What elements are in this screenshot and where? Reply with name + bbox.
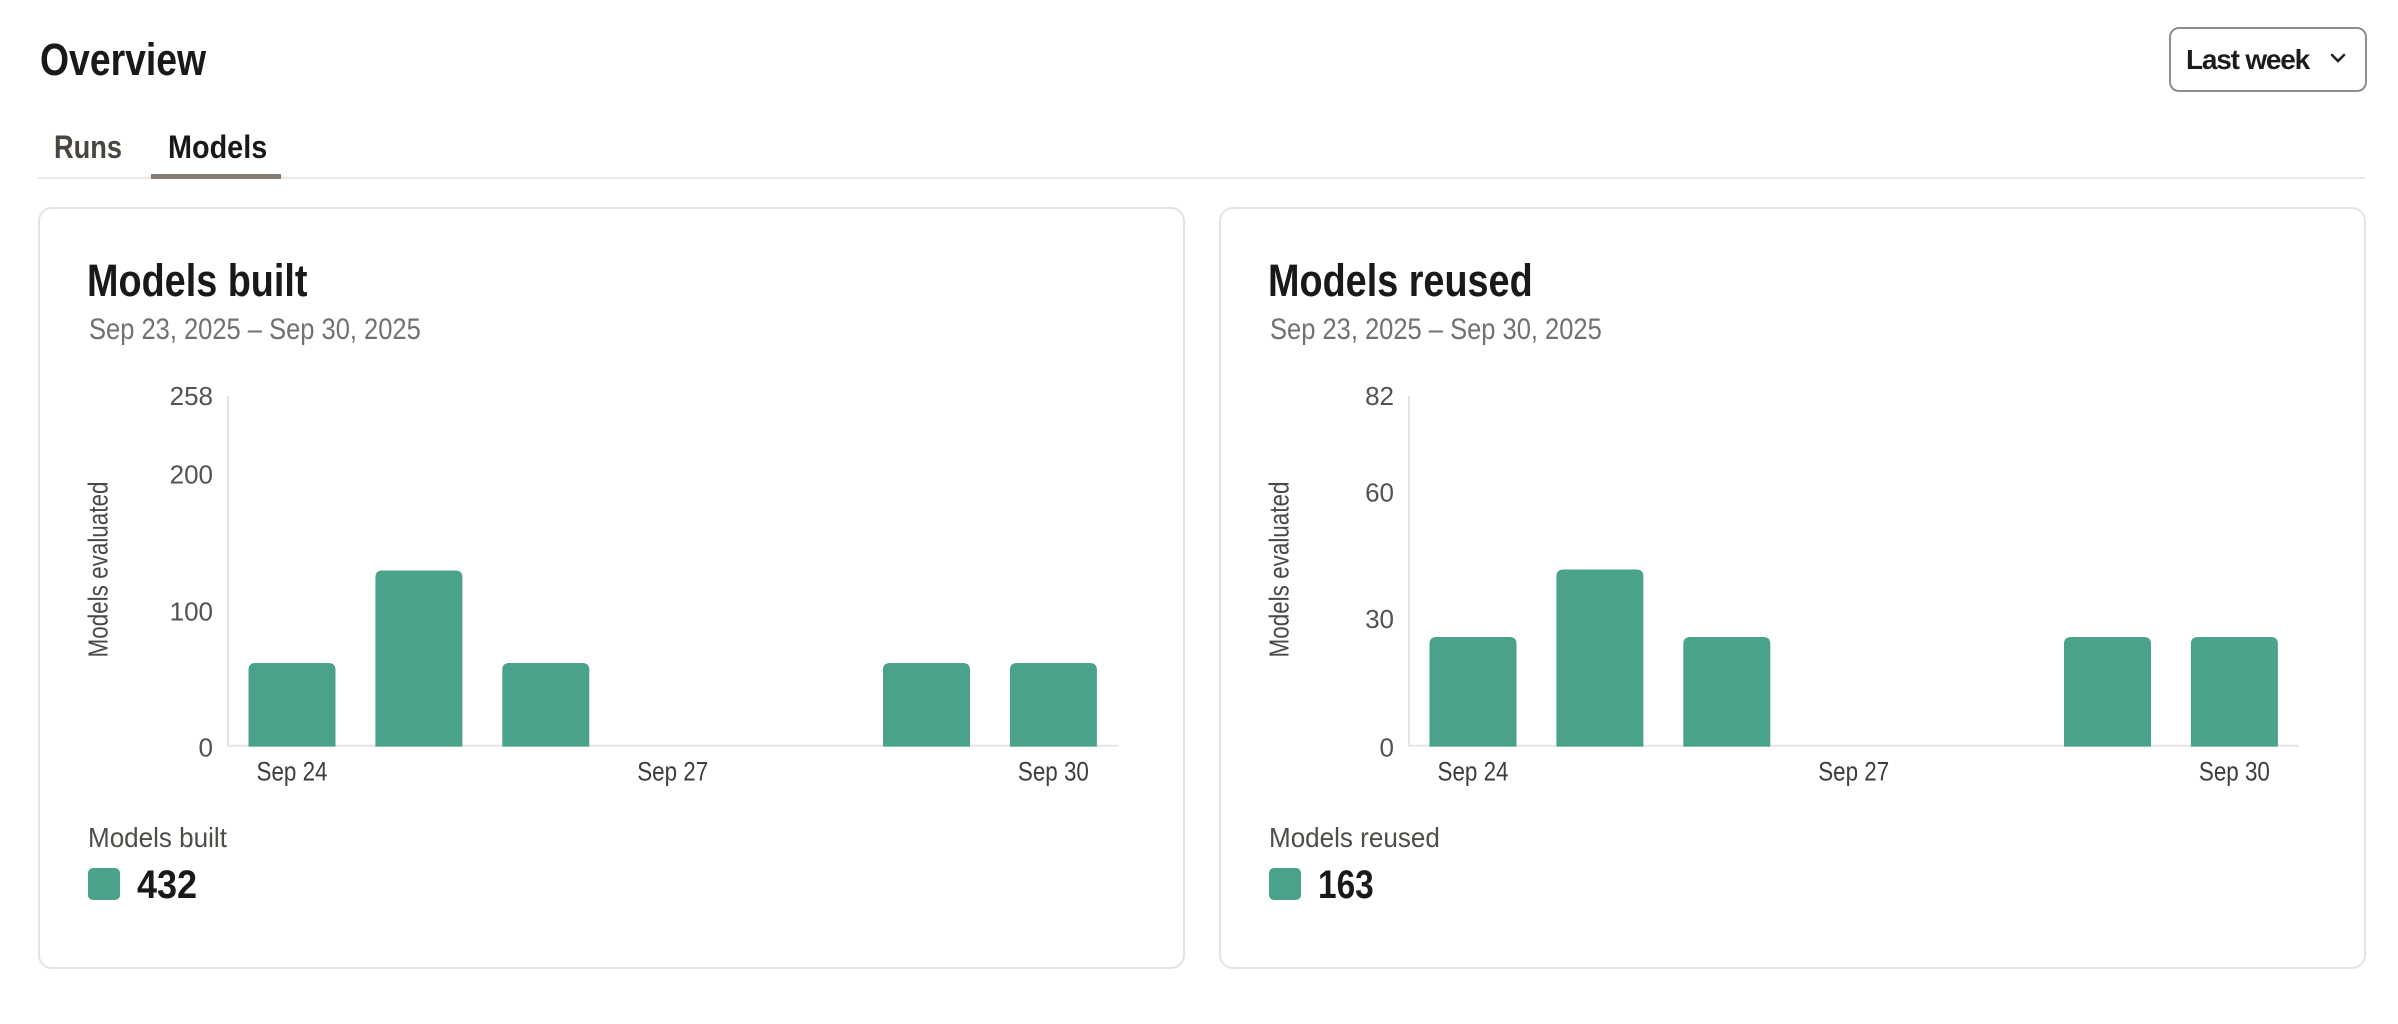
- svg-text:258: 258: [170, 381, 213, 411]
- svg-text:Sep 30: Sep 30: [2199, 757, 2270, 787]
- svg-text:100: 100: [170, 596, 213, 626]
- svg-text:Sep 27: Sep 27: [637, 757, 708, 787]
- svg-text:Sep 30: Sep 30: [1018, 757, 1089, 787]
- svg-text:0: 0: [1380, 733, 1394, 763]
- svg-text:60: 60: [1365, 477, 1394, 507]
- svg-text:Sep 27: Sep 27: [1818, 757, 1889, 787]
- svg-text:200: 200: [170, 459, 213, 489]
- svg-text:Sep 24: Sep 24: [1438, 757, 1509, 787]
- svg-text:30: 30: [1365, 604, 1394, 634]
- svg-text:0: 0: [199, 733, 213, 763]
- svg-text:Models evaluated: Models evaluated: [1263, 482, 1294, 658]
- svg-text:Models evaluated: Models evaluated: [82, 482, 113, 658]
- svg-text:82: 82: [1365, 381, 1394, 411]
- svg-text:Sep 24: Sep 24: [257, 757, 328, 787]
